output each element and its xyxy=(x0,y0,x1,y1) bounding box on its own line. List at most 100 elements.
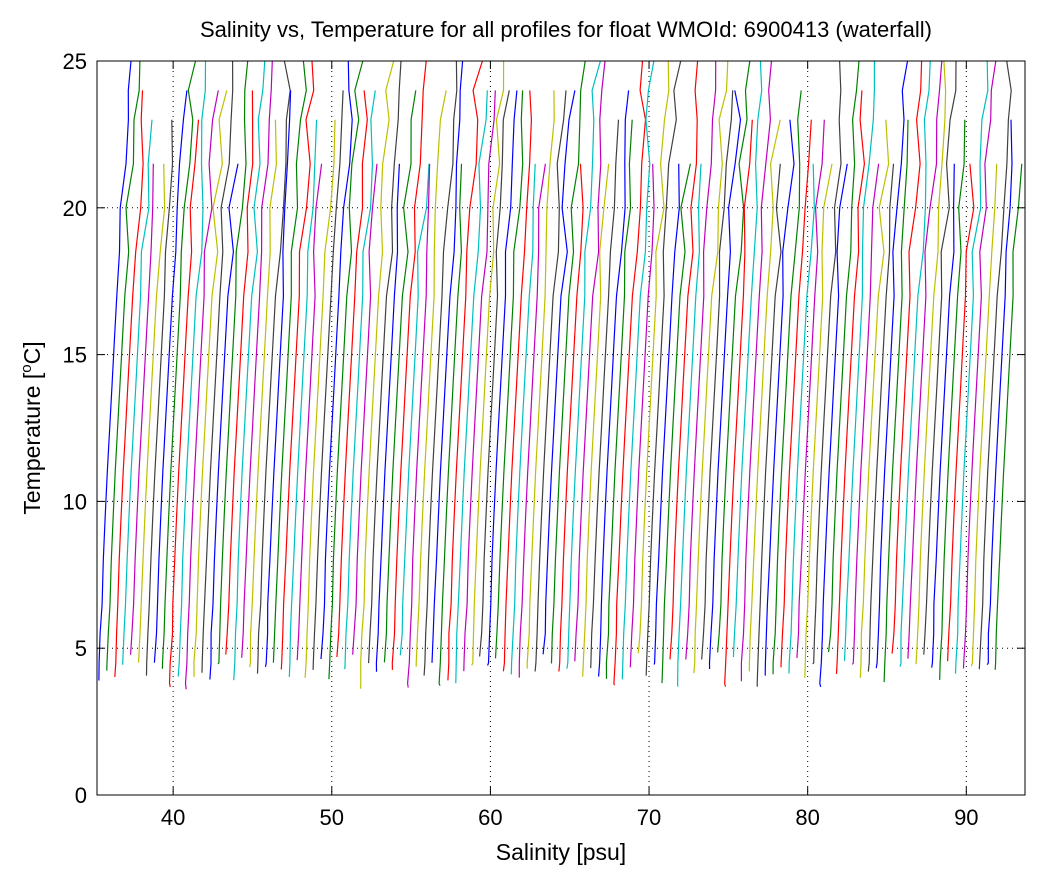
profile-line xyxy=(629,163,655,668)
tick-layer: 40 50 60 70 80 90 0 5 10 15 20 25 xyxy=(63,49,1025,830)
profile-line xyxy=(249,119,278,668)
y-axis-label-main: Temperature [ xyxy=(19,372,45,515)
profile-line xyxy=(201,61,234,673)
profile-line xyxy=(867,163,895,672)
profile-line xyxy=(676,163,702,687)
profile-line xyxy=(272,61,307,663)
profile-line xyxy=(835,90,866,674)
profile-line xyxy=(138,163,166,663)
profile-line xyxy=(471,61,505,666)
profile-line xyxy=(986,119,1013,666)
profile-line xyxy=(812,61,842,665)
profile-line xyxy=(994,163,1023,670)
profile-line xyxy=(907,61,943,659)
profile-line xyxy=(788,163,815,674)
profile-line xyxy=(582,163,610,677)
profile-line xyxy=(566,61,601,669)
profile-line xyxy=(661,163,691,684)
profile-line xyxy=(217,61,249,665)
profile-line xyxy=(184,90,219,690)
profile-line xyxy=(796,119,825,658)
profile-line xyxy=(352,163,378,655)
profile-line xyxy=(114,90,144,677)
y-tick-label: 10 xyxy=(63,489,87,514)
profile-line xyxy=(526,90,555,669)
profile-line xyxy=(939,119,966,680)
profile-line xyxy=(438,163,463,686)
profile-line xyxy=(320,61,353,660)
profile-line xyxy=(756,163,782,687)
profile-line xyxy=(98,61,132,681)
y-tick-label: 15 xyxy=(63,343,87,368)
profile-line xyxy=(590,119,620,669)
x-tick-label: 40 xyxy=(161,805,185,830)
profile-line xyxy=(740,61,773,682)
profile-line xyxy=(748,119,781,672)
profile-line xyxy=(843,61,875,661)
profile-line xyxy=(542,90,576,655)
y-tick-label: 0 xyxy=(75,783,87,808)
profile-line xyxy=(701,90,734,660)
profile-line xyxy=(859,119,890,678)
profile-line xyxy=(637,61,670,654)
profile-line xyxy=(494,90,524,659)
profile-line xyxy=(534,90,567,672)
profile-line xyxy=(598,90,630,677)
profile-line xyxy=(685,61,717,660)
profile-line xyxy=(804,163,833,678)
chart-title: Salinity vs, Temperature for all profile… xyxy=(200,17,932,42)
y-tick-label: 20 xyxy=(63,196,87,221)
profile-line xyxy=(209,163,239,680)
profile-line xyxy=(558,163,584,672)
profile-line xyxy=(732,61,763,658)
profile-line xyxy=(336,90,368,658)
profile-line xyxy=(383,90,417,663)
x-tick-label: 60 xyxy=(478,805,502,830)
profile-line xyxy=(510,163,536,675)
profile-line xyxy=(851,163,880,665)
profile-line xyxy=(256,61,291,674)
profile-line xyxy=(899,61,931,667)
profile-line xyxy=(574,61,606,662)
profile-line xyxy=(312,90,344,670)
profile-line xyxy=(360,61,395,689)
profile-line xyxy=(970,163,998,667)
profile-line xyxy=(875,61,909,669)
profile-line xyxy=(962,61,997,669)
profile-line xyxy=(463,90,496,672)
profile-line xyxy=(304,119,336,678)
profile-line xyxy=(883,119,909,683)
profile-line xyxy=(106,61,141,671)
profile-line xyxy=(375,163,400,672)
profile-line xyxy=(708,90,742,670)
profile-line xyxy=(780,119,812,668)
x-tick-label: 70 xyxy=(637,805,661,830)
y-tick-label: 5 xyxy=(75,636,87,661)
profile-line xyxy=(923,61,957,655)
x-axis-label: Salinity [psu] xyxy=(496,839,626,865)
profile-line xyxy=(954,61,989,674)
profile-line xyxy=(724,119,753,687)
profile-line xyxy=(168,119,200,688)
profile-line xyxy=(264,90,292,668)
profile-line xyxy=(653,163,680,665)
profile-line xyxy=(431,61,464,663)
profile-line xyxy=(819,163,848,688)
y-axis-label-tail: C] xyxy=(19,341,45,364)
profile-line xyxy=(605,119,633,679)
profile-line xyxy=(344,90,376,670)
profile-line xyxy=(479,90,510,657)
y-tick-label: 25 xyxy=(63,49,87,74)
profile-line xyxy=(717,61,751,653)
plot-area: 40 50 60 70 80 90 0 5 10 15 20 25 xyxy=(63,49,1026,830)
profile-line xyxy=(915,61,947,665)
profile-line xyxy=(947,163,975,662)
profile-line xyxy=(130,163,154,655)
x-tick-label: 50 xyxy=(320,805,344,830)
profile-line xyxy=(153,90,188,663)
profile-line xyxy=(764,119,795,676)
profile-line xyxy=(122,119,153,665)
profile-line xyxy=(161,61,197,669)
